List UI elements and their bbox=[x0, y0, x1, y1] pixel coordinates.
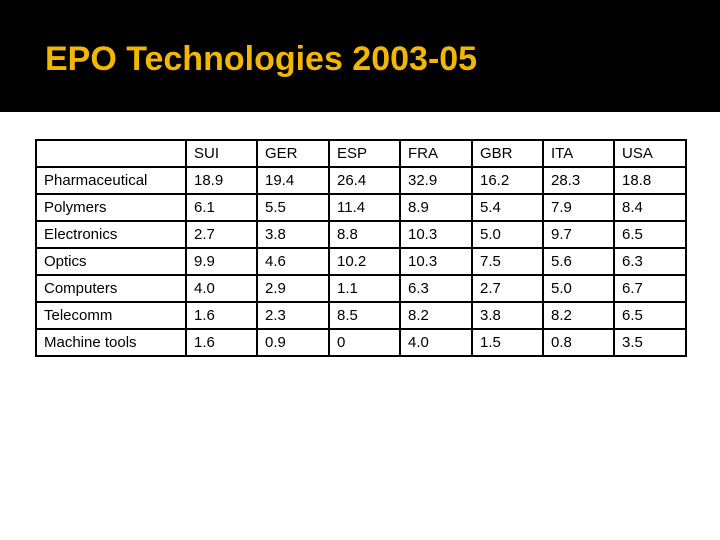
header-row: SUI GER ESP FRA GBR ITA USA bbox=[35, 139, 687, 168]
table-cell: 4.0 bbox=[399, 328, 473, 357]
table-cell: 7.5 bbox=[471, 247, 544, 276]
table-row: Optics 9.9 4.6 10.2 10.3 7.5 5.6 6.3 bbox=[35, 247, 687, 276]
table-cell: 18.9 bbox=[185, 166, 258, 195]
row-label: Polymers bbox=[35, 193, 187, 222]
table-cell: 18.8 bbox=[613, 166, 687, 195]
column-header: GER bbox=[256, 139, 330, 168]
table-cell: 1.5 bbox=[471, 328, 544, 357]
table-row: Polymers 6.1 5.5 11.4 8.9 5.4 7.9 8.4 bbox=[35, 193, 687, 222]
table-cell: 8.4 bbox=[613, 193, 687, 222]
column-header: USA bbox=[613, 139, 687, 168]
column-header: ESP bbox=[328, 139, 401, 168]
table-cell: 5.4 bbox=[471, 193, 544, 222]
table-cell: 10.3 bbox=[399, 220, 473, 249]
table-cell: 8.8 bbox=[328, 220, 401, 249]
table-row: Pharmaceutical 18.9 19.4 26.4 32.9 16.2 28.3 18… bbox=[35, 166, 687, 195]
table-row: Machine tools 1.6 0.9 0 4.0 1.5 0.8 3.5 bbox=[35, 328, 687, 357]
table-cell: 3.8 bbox=[471, 301, 544, 330]
table-cell: 1.1 bbox=[328, 274, 401, 303]
row-label: Pharmaceutical bbox=[35, 166, 187, 195]
table-cell: 1.6 bbox=[185, 328, 258, 357]
table-cell: 8.9 bbox=[399, 193, 473, 222]
table-cell: 16.2 bbox=[471, 166, 544, 195]
table-cell: 10.2 bbox=[328, 247, 401, 276]
table-cell: 2.3 bbox=[256, 301, 330, 330]
column-header: FRA bbox=[399, 139, 473, 168]
table-cell: 19.4 bbox=[256, 166, 330, 195]
table-cell: 7.9 bbox=[542, 193, 615, 222]
table-cell: 8.2 bbox=[542, 301, 615, 330]
table-cell: 5.5 bbox=[256, 193, 330, 222]
table-cell: 9.7 bbox=[542, 220, 615, 249]
corner-cell bbox=[35, 139, 187, 168]
table-cell: 6.7 bbox=[613, 274, 687, 303]
table-cell: 6.3 bbox=[399, 274, 473, 303]
table-cell: 9.9 bbox=[185, 247, 258, 276]
table-cell: 5.6 bbox=[542, 247, 615, 276]
data-table: SUI GER ESP FRA GBR ITA USA Pharmaceutical 18.9 1… bbox=[35, 139, 687, 357]
table-cell: 3.5 bbox=[613, 328, 687, 357]
table-row: Computers 4.0 2.9 1.1 6.3 2.7 5.0 6.7 bbox=[35, 274, 687, 303]
table-cell: 4.0 bbox=[185, 274, 258, 303]
table-row: Telecomm 1.6 2.3 8.5 8.2 3.8 8.2 6.5 bbox=[35, 301, 687, 330]
slide-title: EPO Technologies 2003-05 bbox=[45, 40, 478, 78]
table-cell: 10.3 bbox=[399, 247, 473, 276]
table-cell: 28.3 bbox=[542, 166, 615, 195]
column-header: GBR bbox=[471, 139, 544, 168]
table-cell: 0.8 bbox=[542, 328, 615, 357]
row-label: Computers bbox=[35, 274, 187, 303]
table-cell: 1.6 bbox=[185, 301, 258, 330]
table-cell: 5.0 bbox=[542, 274, 615, 303]
table-row: Electronics 2.7 3.8 8.8 10.3 5.0 9.7 6.5 bbox=[35, 220, 687, 249]
table-cell: 8.2 bbox=[399, 301, 473, 330]
table-cell: 32.9 bbox=[399, 166, 473, 195]
table-cell: 2.7 bbox=[471, 274, 544, 303]
row-label: Machine tools bbox=[35, 328, 187, 357]
table-cell: 6.3 bbox=[613, 247, 687, 276]
table-cell: 2.9 bbox=[256, 274, 330, 303]
table-cell: 26.4 bbox=[328, 166, 401, 195]
row-label: Optics bbox=[35, 247, 187, 276]
table-cell: 8.5 bbox=[328, 301, 401, 330]
table-cell: 0.9 bbox=[256, 328, 330, 357]
row-label: Telecomm bbox=[35, 301, 187, 330]
table-cell: 11.4 bbox=[328, 193, 401, 222]
title-band: EPO Technologies 2003-05 bbox=[0, 0, 720, 112]
column-header: ITA bbox=[542, 139, 615, 168]
table-cell: 3.8 bbox=[256, 220, 330, 249]
table-cell: 0 bbox=[328, 328, 401, 357]
table-cell: 2.7 bbox=[185, 220, 258, 249]
column-header: SUI bbox=[185, 139, 258, 168]
table-cell: 6.5 bbox=[613, 301, 687, 330]
table-cell: 5.0 bbox=[471, 220, 544, 249]
table-cell: 6.1 bbox=[185, 193, 258, 222]
table-cell: 4.6 bbox=[256, 247, 330, 276]
table-cell: 6.5 bbox=[613, 220, 687, 249]
row-label: Electronics bbox=[35, 220, 187, 249]
